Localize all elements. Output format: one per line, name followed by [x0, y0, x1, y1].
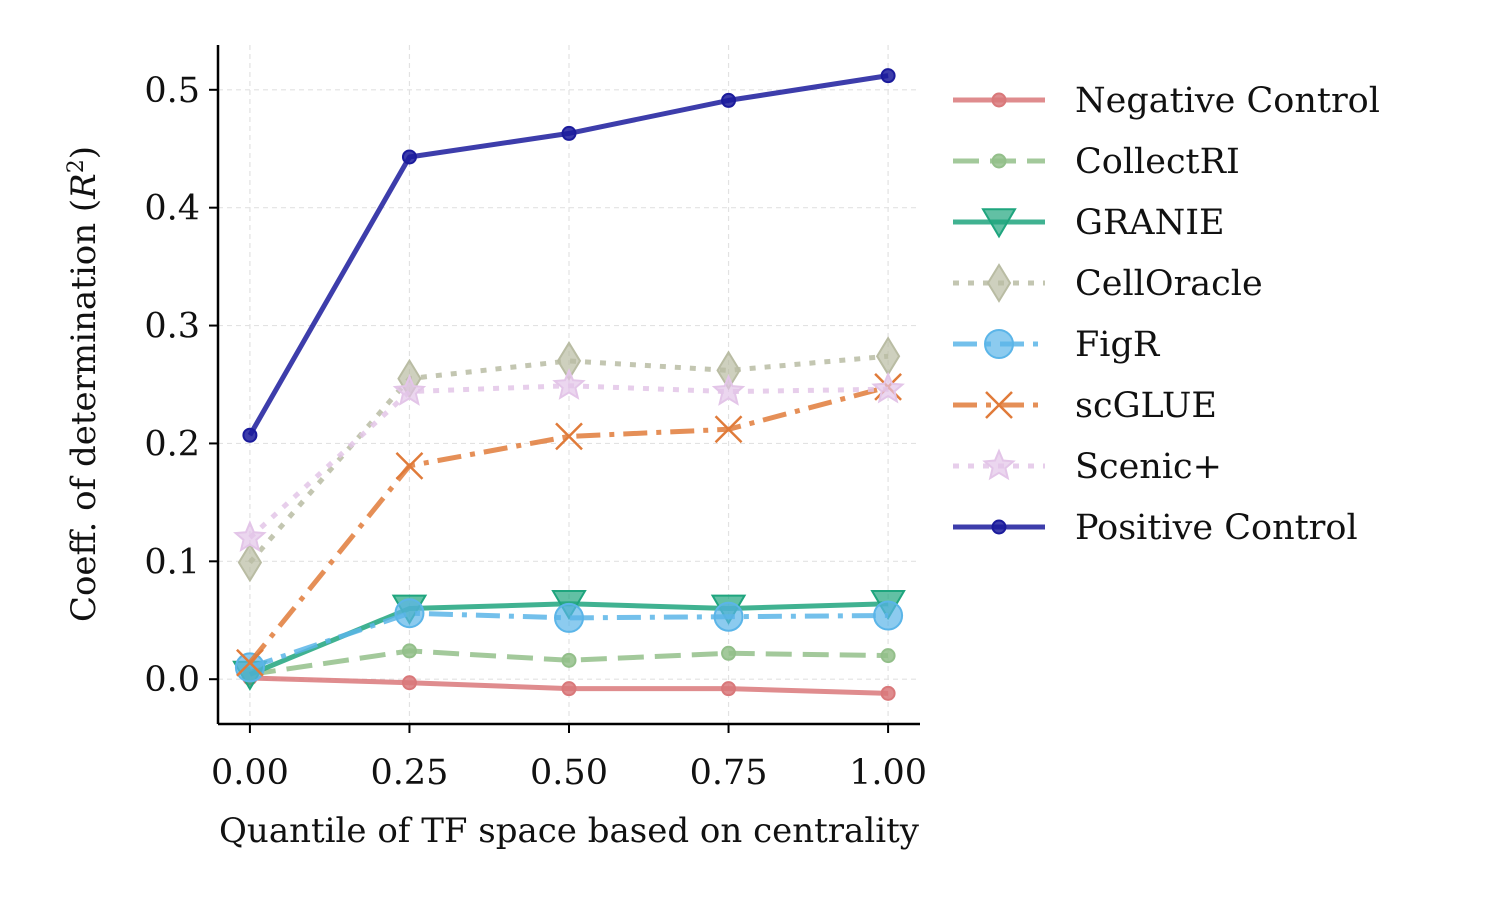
data-point-6-3: [711, 373, 746, 406]
data-point-7-3: [721, 92, 737, 108]
legend-label-2: GRANIE: [1075, 203, 1225, 243]
legend-entry-4: FigR: [953, 325, 1161, 365]
series-layer: [232, 68, 906, 701]
data-point-6-4: [871, 371, 905, 404]
data-point-7-4: [880, 68, 896, 84]
x-tick-label-0: 0.00: [211, 753, 289, 793]
legend-entry-3: CellOracle: [953, 263, 1263, 304]
legend-entry-0: Negative Control: [953, 81, 1380, 121]
series-3: [237, 336, 901, 583]
data-point-7-1: [401, 149, 417, 165]
data-point-4-0: [234, 652, 265, 683]
grid: [218, 45, 920, 724]
y-tick-label-4: 0.4: [144, 189, 200, 229]
series-7: [242, 68, 896, 443]
y-tick-label-3: 0.3: [144, 307, 200, 347]
data-point-1-3: [721, 645, 737, 661]
x-axis-label: Quantile of TF space based on centrality: [219, 811, 920, 851]
x-tick-label-3: 0.75: [690, 753, 768, 793]
legend-entry-2: GRANIE: [953, 203, 1225, 243]
legend-marker-4: [984, 329, 1014, 359]
legend-entry-6: Scenic+: [953, 447, 1222, 487]
legend-label-3: CellOracle: [1075, 264, 1263, 304]
legend-label-6: Scenic+: [1075, 447, 1222, 487]
data-point-4-4: [873, 600, 904, 631]
legend-label-4: FigR: [1075, 325, 1161, 365]
data-point-0-3: [721, 681, 737, 697]
series-5: [236, 372, 902, 677]
legend: Negative Control CollectRI GRANIE CellOracl…: [953, 81, 1380, 548]
data-point-0-4: [880, 685, 896, 701]
data-point-7-0: [242, 427, 258, 443]
legend-entry-7: Positive Control: [953, 508, 1358, 548]
y-tick-label-0: 0.0: [144, 660, 200, 700]
data-point-7-2: [561, 125, 577, 141]
y-axis-label-superscript: 2: [64, 159, 89, 173]
legend-marker-3: [986, 263, 1012, 303]
legend-marker-2: [981, 208, 1017, 239]
data-point-1-2: [561, 652, 577, 668]
series-line-3: [248, 353, 889, 565]
y-tick-label-5: 0.5: [144, 71, 200, 111]
series-line-5: [247, 384, 889, 665]
data-point-4-2: [554, 602, 584, 633]
y-axis-label: Coeff. of determination (R2): [64, 146, 104, 622]
data-point-0-1: [401, 675, 417, 691]
legend-marker-1: [991, 153, 1007, 169]
legend-label-7: Positive Control: [1075, 508, 1358, 548]
legend-label-0: Negative Control: [1075, 81, 1380, 121]
legend-entry-5: scGLUE: [953, 386, 1217, 426]
y-axis-label-main: Coeff. of determination (: [64, 199, 104, 622]
x-tick-label-4: 1.00: [849, 753, 927, 793]
y-axis-label-close: ): [64, 146, 104, 159]
x-tick-label-1: 0.25: [370, 753, 448, 793]
data-point-5-0: [236, 648, 264, 677]
legend-marker-6: [982, 448, 1016, 481]
x-tick-label-2: 0.50: [530, 753, 608, 793]
y-tick-label-2: 0.2: [144, 424, 200, 464]
data-point-6-0: [233, 520, 267, 553]
legend-marker-0: [991, 92, 1007, 108]
series-0: [242, 670, 896, 701]
data-point-6-1: [392, 373, 427, 406]
data-point-1-1: [401, 643, 417, 659]
data-point-4-3: [713, 601, 744, 632]
legend-entry-1: CollectRI: [953, 142, 1240, 182]
data-point-5-2: [555, 422, 583, 451]
legend-label-5: scGLUE: [1075, 386, 1217, 426]
data-point-5-1: [395, 451, 424, 480]
data-point-4-1: [394, 598, 425, 629]
data-point-5-3: [714, 415, 743, 444]
legend-label-1: CollectRI: [1075, 142, 1240, 182]
data-point-6-2: [552, 368, 586, 400]
ticks: 0.00 0.25 0.50 0.75 1.00 0.0 0.1 0.2 0.3 0.4 0.5: [144, 71, 927, 793]
series-4: [234, 598, 904, 683]
data-point-1-4: [880, 648, 896, 664]
legend-marker-5: [985, 391, 1013, 419]
data-point-3-4: [875, 336, 901, 377]
y-axis-label-variable: R: [64, 173, 104, 200]
legend-marker-7: [991, 519, 1007, 535]
series-6: [233, 368, 905, 553]
series-line-4: [249, 610, 889, 670]
y-tick-label-1: 0.1: [144, 542, 200, 582]
data-point-3-0: [237, 542, 263, 583]
data-point-0-2: [561, 681, 577, 697]
